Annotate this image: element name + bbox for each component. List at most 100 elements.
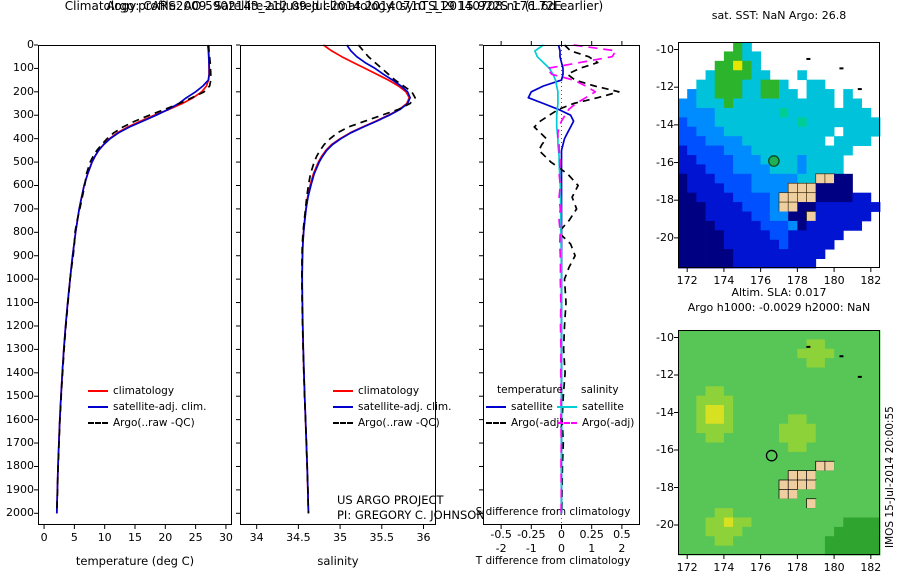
t-tick-label: 1 [588, 542, 596, 555]
difference-profile-canvas [479, 41, 640, 529]
sst-map-argo-position-marker [768, 155, 780, 167]
sla-map-canvas [674, 330, 881, 559]
figure-title-line1: Argo profile: AO 5902143_212 09-Jul-2014… [106, 0, 562, 13]
map-y-tick-label: -10 [656, 42, 674, 56]
temperature-legend-label: climatology [113, 385, 175, 397]
difference-legend-salinity-line-sample [557, 422, 577, 424]
sla-map-argo-position-marker [765, 449, 778, 462]
temperature-legend-line-sample [88, 390, 108, 392]
map-x-tick-label: 182 [860, 274, 882, 287]
salinity-legend-entry: Argo(..raw -QC) [333, 416, 440, 430]
sst-map-canvas [674, 42, 881, 272]
series-satellite-adj-clim- [301, 44, 411, 514]
s-tick-label: 0.25 [579, 528, 604, 541]
y-tick-label: 400 [13, 131, 34, 145]
map-y-tick-label: -14 [656, 405, 674, 419]
series-climatology [55, 44, 210, 514]
xaxis-label-s-difference: S difference from climatology [475, 506, 631, 518]
series-argo-raw-qc- [55, 44, 212, 514]
salinity-profile-canvas [236, 44, 436, 529]
series-argo-adj-t [533, 44, 620, 514]
x-tick-label: 34 [249, 531, 264, 544]
imos-timestamp-sidetext: IMOS 15-Jul-2014 20:00:55 [884, 406, 896, 548]
salinity-legend-line-sample [333, 406, 353, 408]
x-tick-label: 25 [188, 531, 203, 544]
map-y-tick-label: -18 [656, 193, 674, 207]
difference-legend-salinity-entry: satellite [557, 400, 624, 414]
y-tick-label: 100 [13, 61, 34, 75]
x-tick-label: 30 [218, 531, 233, 544]
sla-map-title-line2: Argo h1000: -0.0029 h2000: NaN [687, 301, 871, 314]
difference-legend-header-temperature: temperature [497, 384, 563, 396]
difference-legend-salinity-entry: Argo(-adj) [557, 416, 634, 430]
series-argo-raw-qc- [301, 44, 416, 514]
map-y-tick-label: -18 [656, 480, 674, 494]
t-tick-label: 2 [618, 542, 626, 555]
difference-legend-temperature-line-sample [486, 406, 506, 408]
temperature-legend-entry: Argo(..raw -QC) [88, 416, 195, 430]
y-tick-label: 1300 [6, 342, 34, 356]
t-tick-label: -1 [525, 542, 537, 555]
y-tick-label: 1800 [6, 459, 34, 473]
salinity-legend-line-sample [333, 422, 353, 424]
series-argo-adj-s [546, 44, 617, 514]
difference-legend-header-salinity: salinity [581, 384, 619, 396]
sla-map-title-line1: Altim. SLA: 0.017 [731, 286, 827, 299]
salinity-legend-entry: satellite-adj. clim. [333, 400, 451, 414]
map-x-tick-label: 178 [786, 274, 808, 287]
difference-legend-temperature-label: Argo(-adj) [511, 417, 564, 429]
y-tick-label: 1200 [6, 318, 34, 332]
x-tick-label: 35 [333, 531, 348, 544]
map-x-tick-label: 172 [676, 561, 698, 574]
series-satellite-t [527, 44, 575, 514]
x-tick-label: 5 [70, 531, 78, 544]
map-y-tick-label: -20 [656, 518, 674, 531]
y-tick-label: 300 [13, 108, 34, 122]
y-tick-label: 2000 [6, 506, 34, 520]
difference-legend-temperature-label: satellite [511, 401, 553, 413]
s-tick-label: 0.5 [613, 528, 631, 541]
sst-map-grid [678, 42, 881, 269]
salinity-legend-line-sample [333, 390, 353, 392]
salinity-legend-label: satellite-adj. clim. [358, 401, 452, 413]
temperature-legend-line-sample [88, 406, 108, 408]
map-y-tick-label: -10 [656, 330, 674, 344]
difference-legend-salinity-line-sample [557, 406, 577, 408]
temperature-profile-canvas [34, 44, 232, 529]
x-tick-label: 0 [40, 531, 48, 544]
map-x-tick-label: 180 [823, 274, 845, 287]
map-x-tick-label: 182 [860, 561, 882, 574]
sla-map-grid [678, 330, 881, 556]
difference-legend-salinity-label: satellite [582, 401, 624, 413]
map-x-tick-label: 174 [713, 561, 735, 574]
y-tick-label: 1700 [6, 436, 34, 450]
map-y-tick-label: -20 [656, 230, 674, 244]
salinity-legend-label: Argo(..raw -QC) [358, 417, 440, 429]
series-satellite-adj-clim- [55, 44, 211, 514]
s-tick-label: -0.25 [517, 528, 546, 541]
salinity-legend-entry: climatology [333, 384, 419, 398]
map-y-tick-label: -12 [656, 80, 674, 94]
sst-map-title: sat. SST: NaN Argo: 26.8 [711, 9, 847, 22]
xaxis-label-t-difference: T difference from climatology [475, 555, 631, 567]
y-tick-label: 200 [13, 84, 34, 98]
x-tick-label: 15 [128, 531, 142, 544]
y-tick-label: 800 [13, 225, 34, 239]
temperature-legend-label: satellite-adj. clim. [113, 401, 207, 413]
temperature-legend-label: Argo(..raw -QC) [113, 417, 195, 429]
map-x-tick-label: 172 [676, 274, 698, 287]
map-y-tick-label: -14 [656, 117, 674, 131]
map-x-tick-label: 176 [750, 274, 772, 287]
map-x-tick-label: 180 [823, 561, 845, 574]
difference-legend-temperature-entry: satellite [486, 400, 553, 414]
y-tick-label: 1400 [6, 365, 34, 379]
t-tick-label: 0 [558, 542, 565, 555]
xaxis-label-temperature: temperature (deg C) [75, 554, 195, 568]
annotation-us-argo-project: US ARGO PROJECT [337, 493, 444, 507]
y-tick-label: 1900 [6, 482, 34, 496]
y-tick-label: 600 [13, 178, 34, 192]
y-tick-label: 0 [27, 38, 34, 51]
map-y-tick-label: -16 [656, 155, 674, 169]
map-y-tick-label: -12 [656, 368, 674, 381]
